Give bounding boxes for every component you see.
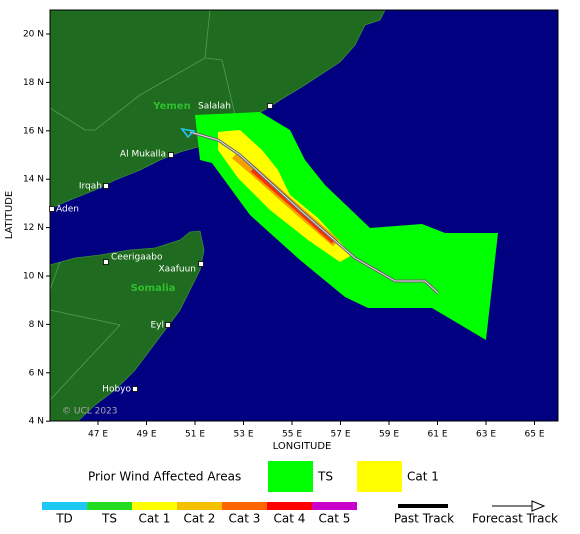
x-tick-label: 57 E — [331, 430, 351, 440]
city-marker — [103, 259, 109, 265]
city-label: Ceerigaabo — [111, 253, 163, 263]
x-tick-label: 55 E — [282, 430, 302, 440]
country-label: Somalia — [131, 283, 176, 294]
past-track-inner — [189, 131, 356, 259]
scale-label: Cat 4 — [274, 512, 306, 526]
scale-segment — [87, 502, 132, 510]
y-tick-label: 12 N — [23, 223, 44, 233]
cat3-core — [250, 168, 335, 244]
y-axis-title: LATITUDE — [4, 191, 15, 239]
x-axis-title: LONGITUDE — [273, 441, 332, 452]
legend-track: Forecast Track — [472, 512, 558, 526]
y-tick-label: 4 N — [29, 417, 44, 427]
y-tick-label: 6 N — [29, 368, 44, 378]
city-marker — [267, 103, 273, 109]
border — [49, 57, 236, 131]
scale-segment — [132, 502, 177, 510]
city-label: Al Mukalla — [120, 150, 166, 160]
y-tick-label: 14 N — [23, 175, 44, 185]
city-marker — [168, 152, 174, 158]
city-marker — [198, 261, 204, 267]
city-marker — [103, 183, 109, 189]
legend-label: TS — [317, 470, 333, 484]
city-label: Xaafuun — [159, 265, 196, 275]
forecast-arrow — [531, 500, 546, 512]
x-tick-label: 61 E — [428, 430, 448, 440]
x-tick-label: 51 E — [185, 430, 205, 440]
scale-label: TD — [55, 512, 73, 526]
scale-label: Cat 1 — [139, 512, 171, 526]
y-tick-label: 18 N — [23, 78, 44, 88]
city-label: Salalah — [198, 102, 231, 112]
border — [49, 261, 61, 291]
y-tick-label: 8 N — [29, 320, 44, 330]
scale-segment — [312, 502, 357, 510]
legend-title: Prior Wind Affected Areas — [88, 470, 241, 484]
city-label: Irqah — [79, 182, 102, 192]
scale-segment — [222, 502, 267, 510]
africa-land — [49, 230, 205, 422]
border — [204, 9, 211, 59]
legend-swatch — [268, 461, 313, 492]
scale-label: Cat 5 — [319, 512, 351, 526]
x-tick-label: 47 E — [88, 430, 108, 440]
x-tick-label: 49 E — [137, 430, 157, 440]
x-tick-label: 65 E — [525, 430, 545, 440]
legend-label: Cat 1 — [407, 470, 439, 484]
city-label: Hobyo — [102, 385, 131, 395]
scale-segment — [42, 502, 87, 510]
scale-segment — [177, 502, 222, 510]
x-tick-label: 59 E — [379, 430, 399, 440]
copyright: © UCL 2023 — [62, 407, 118, 417]
legend-swatch — [357, 461, 402, 492]
scale-label: Cat 3 — [229, 512, 261, 526]
scale-label: TS — [101, 512, 117, 526]
map-frame — [49, 9, 559, 422]
y-tick-label: 16 N — [23, 126, 44, 136]
city-label: Eyl — [150, 321, 164, 331]
y-tick-label: 20 N — [23, 30, 44, 40]
x-tick-label: 63 E — [476, 430, 496, 440]
city-marker — [132, 386, 138, 392]
storm-origin — [180, 127, 196, 139]
x-tick-label: 53 E — [234, 430, 254, 440]
city-marker — [49, 206, 55, 212]
scale-label: Cat 2 — [184, 512, 216, 526]
legend-track: Past Track — [394, 512, 454, 526]
country-label: Yemen — [152, 101, 190, 112]
border — [49, 309, 121, 401]
city-marker — [165, 322, 171, 328]
scale-segment — [267, 502, 312, 510]
city-label: Aden — [56, 205, 79, 215]
forecast-track-inner — [354, 257, 439, 294]
y-tick-label: 10 N — [23, 272, 44, 282]
